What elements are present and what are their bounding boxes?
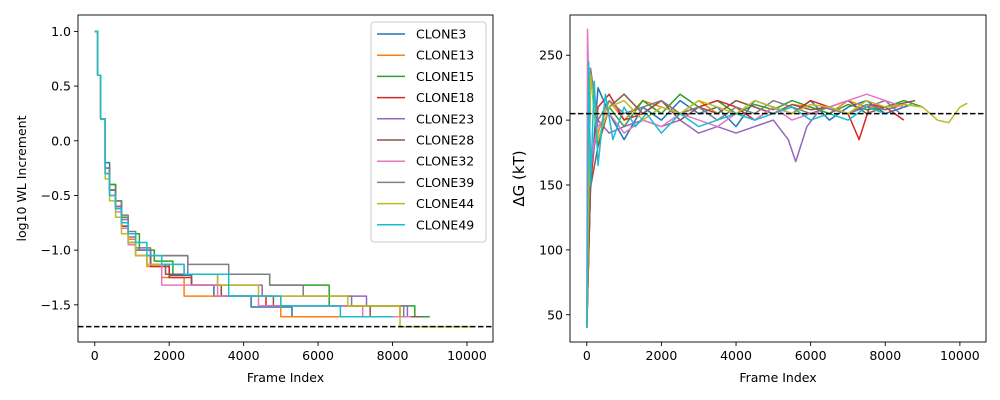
legend-label: CLONE13 (416, 48, 474, 63)
series-line-clone49 (94, 30, 393, 318)
y-axis-label: log10 WL Increment (14, 115, 29, 241)
y-tick-label: −1.0 (41, 243, 71, 258)
y-tick-label: −1.5 (41, 297, 71, 312)
y-tick-label: 150 (539, 177, 563, 192)
x-tick-label: 2000 (646, 348, 678, 363)
y-tick-label: 0.5 (51, 79, 71, 94)
x-tick-label: 4000 (228, 348, 260, 363)
legend-label: CLONE39 (416, 175, 474, 190)
legend-label: CLONE49 (416, 217, 474, 232)
plot-lines (94, 30, 475, 328)
y-tick-label: 100 (539, 242, 563, 257)
right-panel-delta-g: 0 2000 4000 6000 8000 10000 50 100 150 200 250 Fram… (510, 14, 987, 385)
x-tick-label: 4000 (720, 348, 752, 363)
legend-label: CLONE3 (416, 27, 466, 42)
x-tick-label: 6000 (302, 348, 334, 363)
legend-label: CLONE18 (416, 90, 474, 105)
legend: CLONE3 CLONE13 CLONE15 CLONE18 CLONE23 CLONE2… (370, 21, 487, 243)
y-axis-label: ΔG (kT) (510, 150, 528, 206)
x-tick-label: 2000 (153, 348, 185, 363)
x-tick-label: 6000 (795, 348, 827, 363)
x-axis-label: Frame Index (739, 370, 816, 385)
series-line-clone49 (586, 60, 886, 328)
y-tick-label: 200 (539, 113, 563, 128)
x-tick-label: 0 (91, 348, 99, 363)
legend-label: CLONE15 (416, 69, 474, 84)
x-tick-label: 10000 (447, 348, 487, 363)
y-tick-label: 250 (539, 48, 563, 63)
x-tick-label: 10000 (940, 348, 980, 363)
x-tick-label: 8000 (377, 348, 409, 363)
y-tick-label: 0.0 (51, 133, 71, 148)
x-tick-label: 0 (583, 348, 591, 363)
y-tick-label: 1.0 (51, 24, 71, 39)
legend-label: CLONE44 (416, 196, 474, 211)
legend-label: CLONE28 (416, 133, 474, 148)
axes-frame (569, 14, 987, 343)
legend-label: CLONE23 (416, 111, 474, 126)
legend-label: CLONE32 (416, 154, 474, 169)
axes-frame (77, 14, 494, 343)
x-axis-label: Frame Index (247, 370, 324, 385)
x-tick-label: 8000 (869, 348, 901, 363)
y-tick-label: −0.5 (41, 188, 71, 203)
left-panel-wl-increment: 0 2000 4000 6000 8000 10000 1.0 0.5 0.0 −0.5 −1.0 −… (14, 14, 494, 385)
series-line-clone23 (586, 99, 901, 328)
series-line-clone44 (586, 73, 968, 328)
y-tick-label: 50 (547, 307, 563, 322)
